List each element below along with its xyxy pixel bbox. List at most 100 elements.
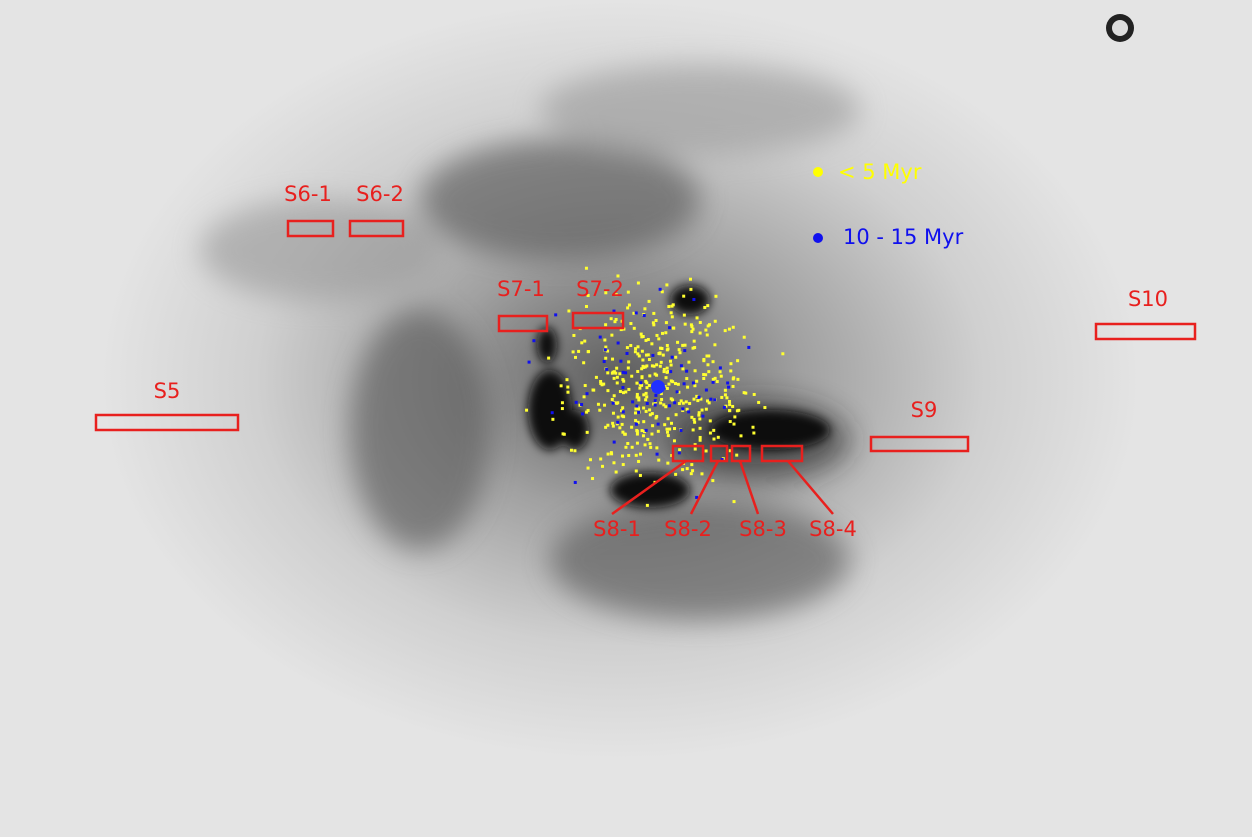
star-dot xyxy=(554,313,558,317)
star-dot xyxy=(660,347,664,351)
star-dot xyxy=(585,392,589,396)
star-dot xyxy=(667,382,671,386)
star-dot xyxy=(584,266,588,270)
star-dot xyxy=(632,311,636,315)
star-dot xyxy=(650,412,654,416)
star-dot xyxy=(752,392,756,396)
star-dot xyxy=(635,429,639,433)
star-dot xyxy=(580,341,584,345)
star-dot xyxy=(611,421,615,425)
star-dot xyxy=(693,420,697,424)
star-dot xyxy=(606,452,610,456)
star-dot xyxy=(615,422,619,426)
star-dot xyxy=(636,420,640,424)
star-dot xyxy=(547,356,551,360)
star-dot xyxy=(629,344,633,348)
star-dot xyxy=(639,452,643,456)
star-dot xyxy=(631,400,635,404)
star-dot xyxy=(705,354,709,358)
star-dot xyxy=(584,304,588,308)
star-dot xyxy=(695,379,699,383)
star-dot xyxy=(695,394,699,398)
star-dot xyxy=(670,355,674,359)
star-dot xyxy=(660,397,664,401)
star-dot xyxy=(665,430,669,434)
star-dot xyxy=(610,333,614,337)
star-dot xyxy=(610,397,614,401)
star-dot xyxy=(634,347,638,351)
star-dot xyxy=(720,457,724,461)
legend-label: 10 - 15 Myr xyxy=(843,225,964,249)
star-dot xyxy=(618,372,622,376)
star-dot xyxy=(665,427,669,431)
star-dot xyxy=(634,418,638,422)
star-dot xyxy=(551,417,555,421)
star-dot xyxy=(685,467,689,471)
star-dot xyxy=(655,452,659,456)
star-dot xyxy=(704,373,708,377)
star-dot xyxy=(618,426,622,430)
star-dot xyxy=(585,430,589,434)
slit-label: S9 xyxy=(911,398,938,422)
star-dot xyxy=(666,461,670,465)
star-dot xyxy=(626,366,630,370)
star-dot xyxy=(677,348,681,352)
star-dot xyxy=(733,415,737,419)
star-dot xyxy=(677,390,681,394)
star-dot xyxy=(690,463,694,467)
star-dot xyxy=(724,404,728,408)
star-dot xyxy=(691,346,695,350)
star-dot xyxy=(616,415,620,419)
star-dot xyxy=(611,424,615,428)
star-dot xyxy=(645,364,649,368)
star-dot xyxy=(736,359,740,363)
star-dot xyxy=(645,381,649,385)
star-dot xyxy=(732,376,736,380)
star-dot xyxy=(580,403,584,407)
star-dot xyxy=(639,381,643,385)
star-dot xyxy=(624,371,628,375)
star-dot xyxy=(686,385,690,389)
slit xyxy=(286,219,335,238)
star-dot xyxy=(677,402,681,406)
star-dot xyxy=(643,430,647,434)
star-dot xyxy=(525,408,529,412)
star-dot xyxy=(634,407,638,411)
star-dot xyxy=(612,461,616,465)
star-dot xyxy=(604,291,608,295)
star-dot xyxy=(560,407,564,411)
star-dot xyxy=(659,392,663,396)
star-dot xyxy=(688,401,692,405)
star-dot xyxy=(573,480,577,484)
star-dot xyxy=(569,448,573,452)
slit xyxy=(709,444,729,463)
star-dot xyxy=(612,376,616,380)
star-dot xyxy=(599,379,603,383)
star-dot xyxy=(665,283,669,287)
star-dot xyxy=(687,410,691,414)
star-dot xyxy=(708,431,712,435)
star-dot xyxy=(634,469,638,473)
star-dot xyxy=(655,446,659,450)
star-dot xyxy=(621,406,625,410)
star-dot xyxy=(621,378,625,382)
star-dot xyxy=(698,438,702,442)
star-dot xyxy=(654,318,658,322)
star-dot xyxy=(674,355,678,359)
star-dot xyxy=(614,317,618,321)
star-dot xyxy=(651,353,655,357)
star-dot xyxy=(664,405,668,409)
star-dot xyxy=(612,309,616,313)
star-dot xyxy=(620,422,624,426)
star-dot xyxy=(662,367,666,371)
star-dot xyxy=(681,468,685,472)
star-dot xyxy=(618,390,622,394)
star-dot xyxy=(655,414,659,418)
slit-label: S8-3 xyxy=(739,517,787,541)
star-dot xyxy=(706,324,710,328)
star-dot xyxy=(716,435,720,439)
star-dot xyxy=(667,305,671,309)
star-dot xyxy=(698,426,702,430)
star-dot xyxy=(742,391,746,395)
star-dot xyxy=(727,327,731,331)
